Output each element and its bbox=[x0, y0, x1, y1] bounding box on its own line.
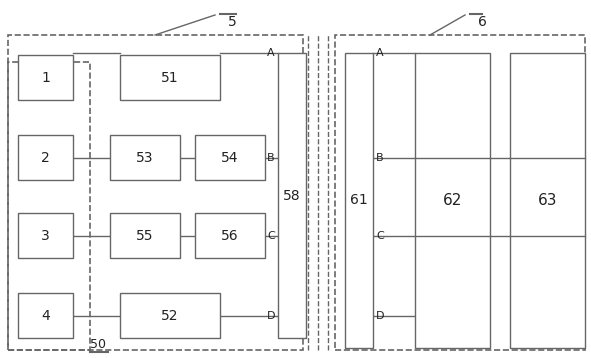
Text: 61: 61 bbox=[350, 194, 368, 208]
Text: 1: 1 bbox=[41, 71, 50, 84]
Bar bbox=[345, 53, 373, 348]
Text: 52: 52 bbox=[161, 309, 178, 323]
Text: D: D bbox=[267, 311, 275, 321]
Text: 50: 50 bbox=[90, 338, 106, 351]
Text: C: C bbox=[376, 231, 384, 241]
Bar bbox=[120, 293, 220, 338]
Text: B: B bbox=[267, 153, 275, 163]
Bar bbox=[335, 35, 585, 350]
Bar bbox=[120, 55, 220, 100]
Bar bbox=[18, 213, 73, 258]
Bar bbox=[195, 213, 265, 258]
Text: 3: 3 bbox=[41, 228, 50, 242]
Bar bbox=[415, 53, 490, 348]
Text: 55: 55 bbox=[137, 228, 154, 242]
Bar bbox=[18, 55, 73, 100]
Bar bbox=[510, 53, 585, 348]
Text: 4: 4 bbox=[41, 309, 50, 323]
Text: 53: 53 bbox=[137, 150, 154, 164]
Bar bbox=[8, 35, 303, 350]
Text: A: A bbox=[267, 48, 275, 58]
Text: 58: 58 bbox=[283, 189, 301, 203]
Text: 2: 2 bbox=[41, 150, 50, 164]
Text: 63: 63 bbox=[538, 193, 557, 208]
Bar bbox=[110, 135, 180, 180]
Bar bbox=[195, 135, 265, 180]
Text: 62: 62 bbox=[443, 193, 462, 208]
Bar bbox=[278, 53, 306, 338]
Text: 6: 6 bbox=[478, 15, 487, 29]
Bar bbox=[18, 135, 73, 180]
Bar bbox=[18, 293, 73, 338]
Bar bbox=[8, 62, 90, 350]
Text: A: A bbox=[376, 48, 384, 58]
Text: 51: 51 bbox=[161, 71, 179, 84]
Text: C: C bbox=[267, 231, 275, 241]
Bar bbox=[110, 213, 180, 258]
Text: 54: 54 bbox=[221, 150, 239, 164]
Text: D: D bbox=[376, 311, 385, 321]
Text: B: B bbox=[376, 153, 384, 163]
Text: 5: 5 bbox=[228, 15, 237, 29]
Text: 56: 56 bbox=[221, 228, 239, 242]
